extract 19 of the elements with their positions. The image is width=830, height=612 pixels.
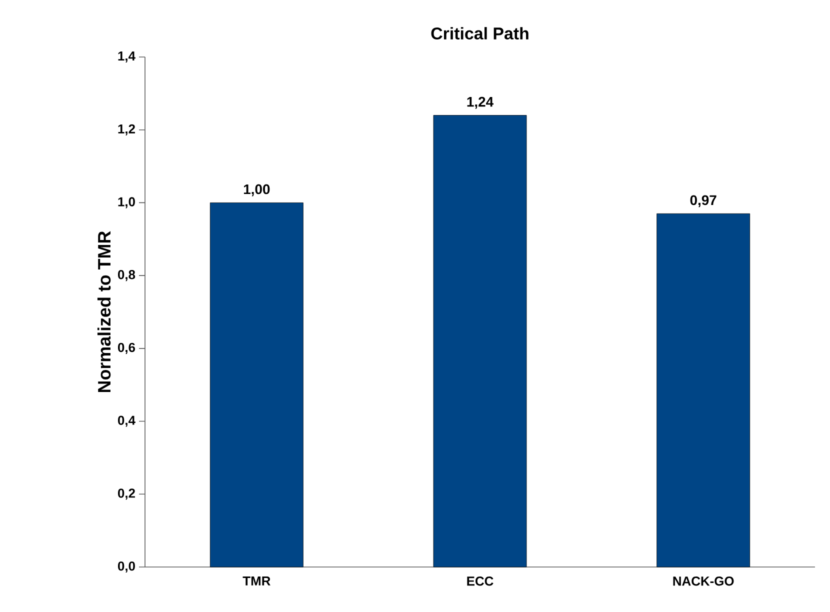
data-label: 0,97	[690, 195, 716, 208]
y-tick-label: 0,0	[118, 561, 135, 573]
y-tick-label: 0,8	[118, 270, 136, 282]
bar	[210, 202, 304, 568]
x-tick-label: NACK-GO	[673, 576, 734, 586]
y-tick-label: 0,6	[118, 342, 136, 354]
y-tick-label: 0,4	[118, 416, 136, 427]
data-label: 1,00	[244, 184, 270, 196]
y-axis-title: Normalized to TMR	[97, 231, 111, 392]
y-tick-label: 1,0	[118, 197, 135, 208]
y-tick-label: 1,4	[118, 52, 136, 62]
x-tick-label: ECC	[467, 576, 494, 586]
y-tick-label: 1,2	[118, 124, 135, 136]
x-tick-label: TMR	[242, 576, 270, 586]
bar	[656, 213, 750, 568]
y-tick-label: 0,2	[118, 488, 135, 500]
data-label: 1,24	[467, 96, 494, 109]
chart-title: Critical Path	[431, 27, 528, 40]
bar	[433, 115, 527, 568]
